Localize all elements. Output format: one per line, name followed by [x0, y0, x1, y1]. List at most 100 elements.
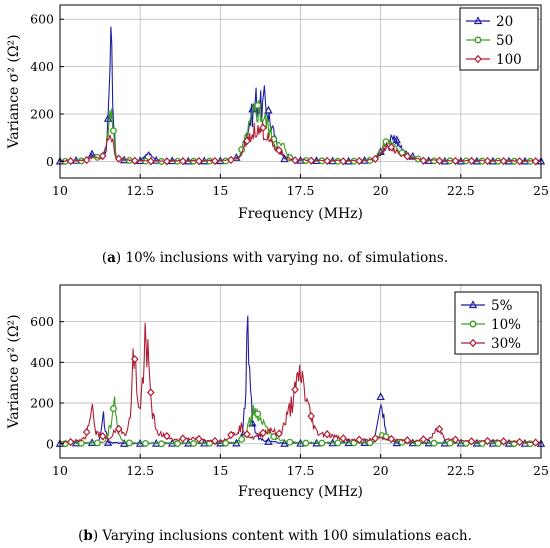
legend-label: 5% — [491, 298, 513, 314]
data-point — [254, 410, 262, 418]
legend-box — [459, 7, 539, 71]
data-point — [387, 142, 396, 152]
series-line — [59, 322, 542, 444]
x-tick-label: 20 — [373, 183, 389, 198]
data-point — [82, 155, 91, 165]
data-point — [98, 151, 107, 161]
data-point — [302, 439, 310, 447]
legend-label: 30% — [491, 336, 521, 352]
data-point — [392, 135, 401, 144]
data-point — [275, 146, 283, 155]
data-point — [280, 154, 289, 163]
data-point — [227, 430, 235, 440]
data-point — [435, 156, 444, 165]
data-point — [163, 157, 171, 166]
data-point — [211, 156, 219, 166]
data-point — [211, 436, 219, 446]
x-tick-label: 10 — [52, 463, 68, 478]
chart-a: 10 12.5 15 17.5 20 22.5 25 0 200 400 600 Frequency … — [6, 4, 549, 266]
caption-text: ) 10% inclusions with varying no. of sim… — [116, 250, 448, 266]
data-point — [109, 127, 117, 135]
data-point — [259, 428, 267, 438]
caption-tag: b — [83, 528, 92, 544]
x-tick-label: 25 — [533, 463, 549, 478]
data-point — [243, 430, 251, 439]
legend: 20 50 100 — [459, 7, 539, 71]
data-point — [158, 440, 165, 448]
x-tick-label: 10 — [52, 183, 68, 198]
data-point — [451, 435, 460, 444]
data-point — [435, 424, 444, 434]
data-point — [147, 157, 155, 166]
data-point — [371, 434, 380, 443]
x-tick-label: 22.5 — [447, 183, 475, 198]
data-point — [451, 156, 460, 166]
data-point — [130, 354, 139, 364]
y-tick-label: 0 — [46, 436, 54, 451]
data-point — [82, 427, 91, 437]
data-point — [206, 439, 214, 447]
data-point — [499, 156, 508, 166]
data-point — [483, 436, 492, 446]
data-point — [98, 432, 107, 441]
data-point — [195, 156, 203, 166]
data-point — [318, 439, 326, 447]
data-point — [227, 155, 235, 165]
data-point — [114, 424, 123, 434]
data-point — [366, 439, 374, 447]
data-point — [355, 435, 364, 444]
data-point — [119, 438, 129, 447]
data-point — [387, 434, 396, 444]
data-point — [307, 156, 315, 165]
data-point — [430, 439, 438, 447]
data-point — [130, 156, 139, 165]
data-point — [66, 156, 75, 166]
data-point — [286, 438, 294, 446]
figure-caption: (a) 10% inclusions with varying no. of s… — [102, 250, 448, 266]
x-tick-label: 15 — [212, 463, 228, 478]
legend-marker — [469, 320, 477, 328]
data-point — [371, 154, 380, 164]
data-point — [163, 431, 171, 441]
y-tick-label: 400 — [30, 59, 54, 74]
legend-box — [454, 291, 539, 355]
data-point — [446, 439, 454, 447]
data-point — [376, 392, 385, 401]
caption-tag: a — [107, 250, 116, 266]
data-point — [174, 440, 182, 448]
data-point — [483, 156, 492, 166]
data-point — [126, 439, 133, 447]
x-tick-label: 17.5 — [287, 463, 315, 478]
x-tick-label: 22.5 — [447, 463, 475, 478]
y-axis-label: Variance σ² (Ω²) — [6, 34, 22, 149]
data-point — [264, 105, 273, 114]
series-100 — [59, 121, 542, 166]
data-point — [339, 434, 348, 443]
data-point — [103, 437, 113, 446]
data-point — [66, 437, 75, 447]
data-point — [403, 436, 412, 445]
x-tick-label: 12.5 — [126, 183, 154, 198]
data-point — [307, 411, 315, 421]
data-point — [291, 385, 299, 394]
data-point — [355, 156, 364, 166]
data-point — [531, 157, 540, 166]
legend-marker — [469, 338, 477, 348]
data-point — [254, 101, 262, 109]
y-tick-label: 400 — [30, 355, 54, 370]
legend-marker — [468, 300, 478, 309]
series-30% — [59, 322, 542, 447]
legend-marker — [473, 16, 483, 25]
legend-label: 50 — [496, 33, 513, 49]
data-point — [222, 439, 230, 447]
data-point — [243, 136, 251, 146]
caption-text: ) Varying inclusions content with 100 si… — [93, 528, 472, 544]
y-tick-label: 600 — [30, 314, 54, 329]
data-point — [499, 437, 508, 446]
data-point — [467, 156, 476, 166]
x-tick-label: 12.5 — [126, 463, 154, 478]
x-tick-label: 20 — [373, 463, 389, 478]
data-point — [179, 434, 187, 443]
y-axis-label: Variance σ² (Ω²) — [6, 314, 22, 429]
data-point — [291, 156, 299, 165]
